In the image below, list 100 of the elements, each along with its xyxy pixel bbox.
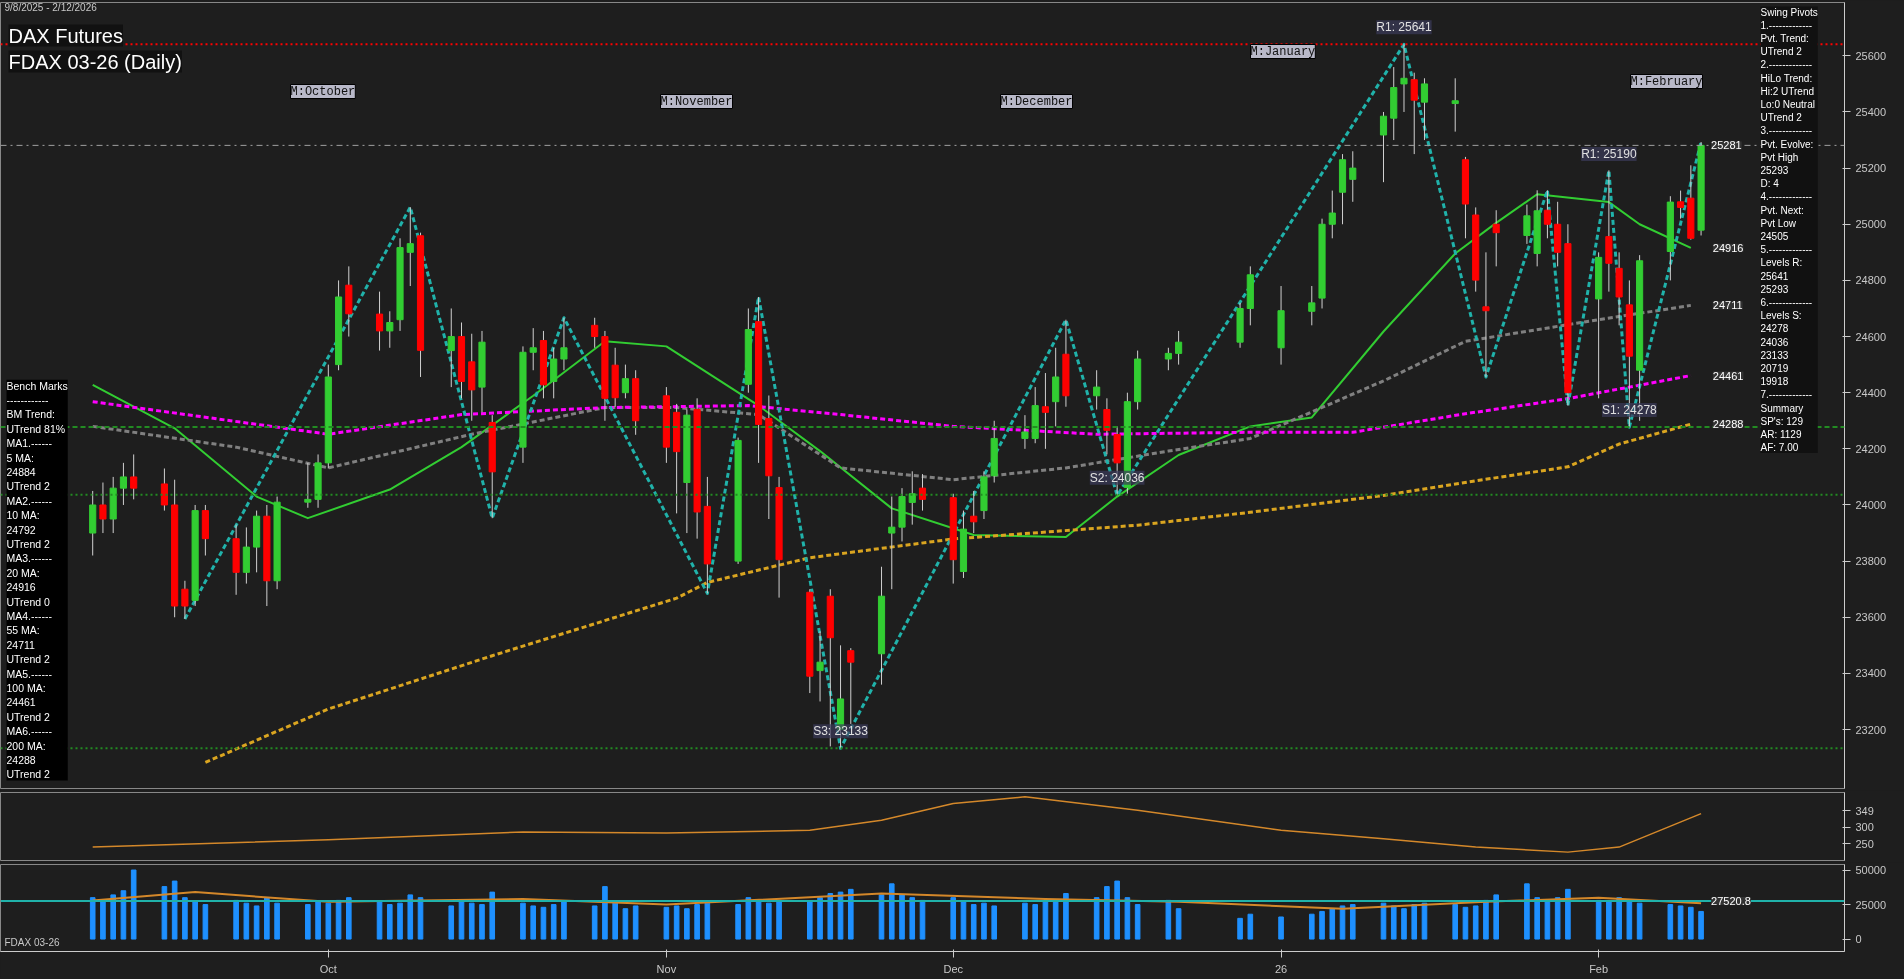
annotation: S2: 24036 [1089, 470, 1145, 485]
annotation: M:November [660, 94, 733, 109]
bar [981, 902, 987, 940]
annotation: 9/8/2025 - 2/12/2026 [4, 1, 98, 13]
annotation: M:December [1000, 94, 1073, 109]
text: Bench Marks ------------ BM Trend: UTrend 81% MA1.------ 5 MA: 24884 UTrend 2 MA2.------ 10 MA: 24792 UTrend 2 MA3.------ 20 MA: 24916 UTrend 0 MA4.------ 55 MA: 24711 UTrend 2 MA5.------ 100 MA: 24461 UTrend 2 MA6.------ 200 MA: 24288 UTrend 2 [6, 379, 68, 781]
candlestick [1482, 251, 1490, 378]
bar [1626, 899, 1633, 940]
bar [274, 902, 280, 940]
bar [1524, 883, 1530, 940]
bar [550, 904, 557, 940]
bar [120, 890, 127, 940]
bar [407, 894, 414, 940]
bar [1104, 886, 1110, 940]
bar [397, 902, 403, 940]
bar [1134, 904, 1141, 940]
y-tick-label: 25600 [1855, 49, 1887, 62]
bar [1462, 906, 1469, 940]
bar [663, 906, 670, 940]
candlestick [1093, 369, 1101, 411]
bar [622, 908, 629, 940]
bar [161, 886, 168, 940]
candlestick [560, 317, 568, 371]
candlestick [1349, 150, 1357, 203]
candlestick [160, 467, 168, 512]
candlestick [119, 462, 128, 506]
bar [684, 908, 690, 940]
annotation: 24916 [1712, 241, 1744, 254]
candlestick [816, 630, 824, 702]
bar [694, 904, 700, 940]
candlestick [970, 490, 978, 534]
bar [1052, 899, 1059, 940]
bar [325, 902, 332, 940]
bar [1349, 904, 1356, 940]
bar [1401, 908, 1407, 940]
annotation: M:January [1250, 44, 1316, 59]
bar [1022, 902, 1028, 940]
bar [1093, 897, 1100, 940]
bar [950, 897, 957, 940]
bar [1616, 897, 1622, 940]
y-tick-label: 24400 [1855, 386, 1887, 399]
x-tick-label: Dec [943, 962, 964, 975]
candlestick [1492, 209, 1500, 267]
candlestick [1410, 72, 1418, 155]
bar [1114, 880, 1120, 940]
candlestick [1543, 189, 1551, 239]
bar [130, 869, 137, 940]
bar [1247, 913, 1254, 940]
candlestick [591, 317, 599, 349]
bar [1308, 913, 1315, 940]
bar [1595, 899, 1602, 940]
bar [182, 897, 188, 940]
bar [807, 901, 813, 940]
bar [233, 899, 239, 940]
bar [1688, 906, 1694, 940]
y-tick-label: 25000 [1855, 898, 1887, 911]
bar [1319, 910, 1325, 940]
bar [1032, 904, 1038, 940]
bar [202, 904, 209, 940]
bar [1698, 910, 1704, 940]
bar [1472, 905, 1479, 940]
bar [673, 905, 680, 940]
y-tick-label: 25400 [1855, 105, 1887, 118]
text: FDAX 03-26 (Daily) [8, 50, 182, 73]
ref-line-label: 27520.8 [1711, 895, 1751, 908]
bar [591, 905, 598, 940]
bar [1534, 897, 1540, 940]
annotation: 24461 [1712, 369, 1744, 382]
y-tick-label: 300 [1855, 821, 1874, 833]
bar [489, 891, 496, 940]
bar [386, 904, 393, 940]
bar [1493, 894, 1499, 940]
candlestick [847, 647, 855, 725]
bar [1554, 897, 1561, 940]
bar [243, 902, 250, 940]
bar [468, 902, 475, 940]
annotation: M:October [290, 84, 356, 99]
candlestick [1328, 190, 1336, 239]
x-tick-label: Oct [319, 962, 337, 975]
candlestick [1677, 190, 1685, 220]
y-tick-label: 23600 [1855, 611, 1887, 624]
bar [100, 899, 106, 940]
bar [110, 894, 116, 940]
x-tick-label: 26 [1274, 962, 1288, 975]
annotation: S1: 24278 [1602, 402, 1658, 417]
bar [1636, 902, 1643, 940]
y-tick-label: 23200 [1855, 723, 1887, 736]
y-tick-label: 25000 [1855, 218, 1887, 231]
y-tick-label: 349 [1855, 804, 1874, 817]
candlestick [1041, 372, 1050, 450]
y-tick-label: 23800 [1855, 555, 1887, 568]
bar [315, 901, 321, 940]
bar [1565, 888, 1571, 940]
line-series [91, 796, 1702, 853]
bar [704, 902, 711, 940]
ref-line-label: 25281 [1711, 139, 1742, 152]
bar [305, 904, 311, 940]
candlestick [1379, 111, 1388, 183]
candlestick [375, 291, 384, 352]
candlestick [1175, 330, 1183, 366]
